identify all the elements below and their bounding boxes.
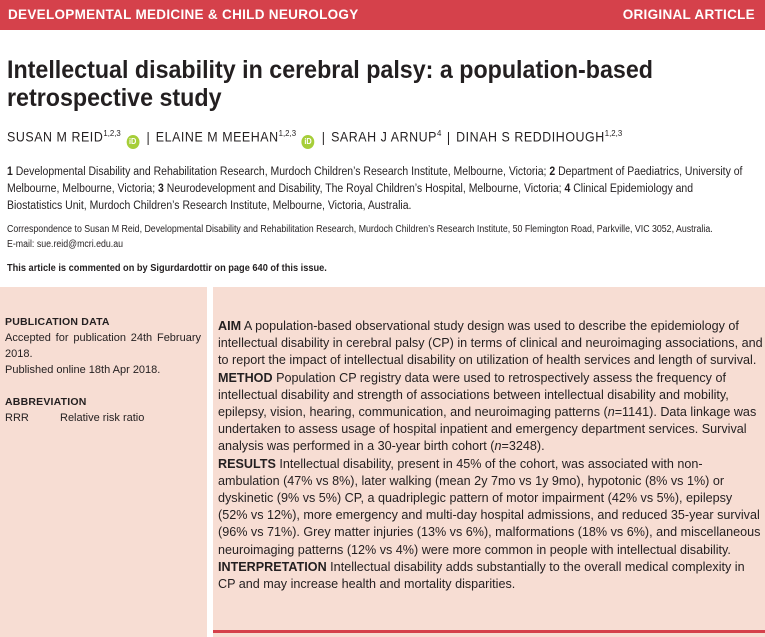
author-name: ELAINE M MEEHAN [155, 129, 279, 145]
abstract-aim: AIM A population-based observational stu… [218, 318, 763, 370]
author-separator: | [321, 129, 326, 145]
abbreviation-row: RRR Relative risk ratio [5, 410, 205, 426]
author-affil-sup: 1,2,3 [103, 128, 121, 138]
sample-size-symbol: n [607, 405, 615, 420]
published-online-date: Published online 18th Apr 2018. [5, 364, 161, 376]
journal-header-bar: DEVELOPMENTAL MEDICINE & CHILD NEUROLOGY… [0, 0, 765, 30]
sample-size-symbol: n [494, 439, 502, 454]
affil-number: 1 [7, 166, 13, 178]
orcid-icon[interactable]: iD [301, 134, 315, 149]
correspondence-block: Correspondence to Susan M Reid, Developm… [7, 223, 729, 252]
affiliations: 1 Developmental Disability and Rehabilit… [7, 164, 744, 215]
results-label: RESULTS [218, 456, 276, 471]
author-separator: | [446, 129, 451, 145]
publication-data-heading: PUBLICATION DATA [5, 316, 110, 328]
commentary-note: This article is commented on by Sigurdar… [7, 262, 327, 274]
author-affil-sup: 1,2,3 [278, 128, 297, 138]
author-affil-sup: 1,2,3 [604, 128, 623, 138]
author-separator: | [146, 129, 151, 145]
interpretation-label: INTERPRETATION [218, 559, 327, 574]
affil-number: 2 [549, 166, 556, 178]
aim-text: A population-based observational study d… [218, 319, 763, 368]
affil-text: Clinical Epidemiology and Biostatistics … [7, 183, 694, 212]
orcid-icon[interactable]: iD [126, 134, 140, 149]
author-name: SUSAN M REID [7, 129, 104, 145]
author-list: SUSAN M REID1,2,3iD | ELAINE M MEEHAN1,2,3… [7, 128, 706, 149]
method-label: METHOD [218, 370, 273, 385]
abstract-interpretation: INTERPRETATION Intellectual disability a… [218, 559, 763, 593]
interpretation-text: Intellectual disability adds substantial… [218, 559, 745, 592]
affil-text: Neurodevelopment and Disability, The Roy… [163, 183, 565, 195]
author-affil-sup: 4 [436, 128, 442, 138]
accepted-date: Accepted for publication 24th February 2… [5, 332, 201, 360]
abbreviation-term: RRR [5, 412, 29, 424]
abbreviation-heading: ABBREVIATION [5, 396, 87, 408]
affil-number: 3 [158, 183, 164, 195]
author-name: SARAH J ARNUP [331, 129, 437, 145]
affil-text: Developmental Disability and Rehabilitat… [12, 166, 550, 178]
abbreviation-meaning: Relative risk ratio [60, 412, 145, 424]
publication-data-panel [0, 287, 207, 637]
affil-number: 4 [564, 183, 571, 195]
abstract-bottom-rule [213, 630, 765, 633]
affil-text: Department of Paediatrics, University of… [7, 166, 743, 195]
results-text: Intellectual disability, present in 45% … [218, 456, 761, 557]
method-text: =1141). Data linkage was undertaken to a… [218, 405, 757, 454]
publication-data: PUBLICATION DATA Accepted for publicatio… [5, 314, 205, 426]
method-text: Population CP registry data were used to… [218, 370, 729, 420]
abstract-results: RESULTS Intellectual disability, present… [218, 456, 763, 559]
correspondence-email[interactable]: E-mail: sue.reid@mcri.edu.au [7, 238, 124, 250]
method-text: =3248). [501, 439, 545, 454]
abstract: AIM A population-based observational stu… [218, 318, 763, 593]
correspondence-address: Correspondence to Susan M Reid, Developm… [7, 224, 713, 235]
article-title: Intellectual disability in cerebral pals… [7, 56, 654, 112]
author-name: DINAH S REDDIHOUGH [456, 129, 605, 145]
abstract-method: METHOD Population CP registry data were … [218, 370, 763, 456]
article-type: ORIGINAL ARTICLE [622, 7, 755, 22]
journal-name: DEVELOPMENTAL MEDICINE & CHILD NEUROLOGY [8, 7, 359, 22]
abstract-panel [213, 287, 765, 637]
aim-label: AIM [218, 319, 242, 333]
